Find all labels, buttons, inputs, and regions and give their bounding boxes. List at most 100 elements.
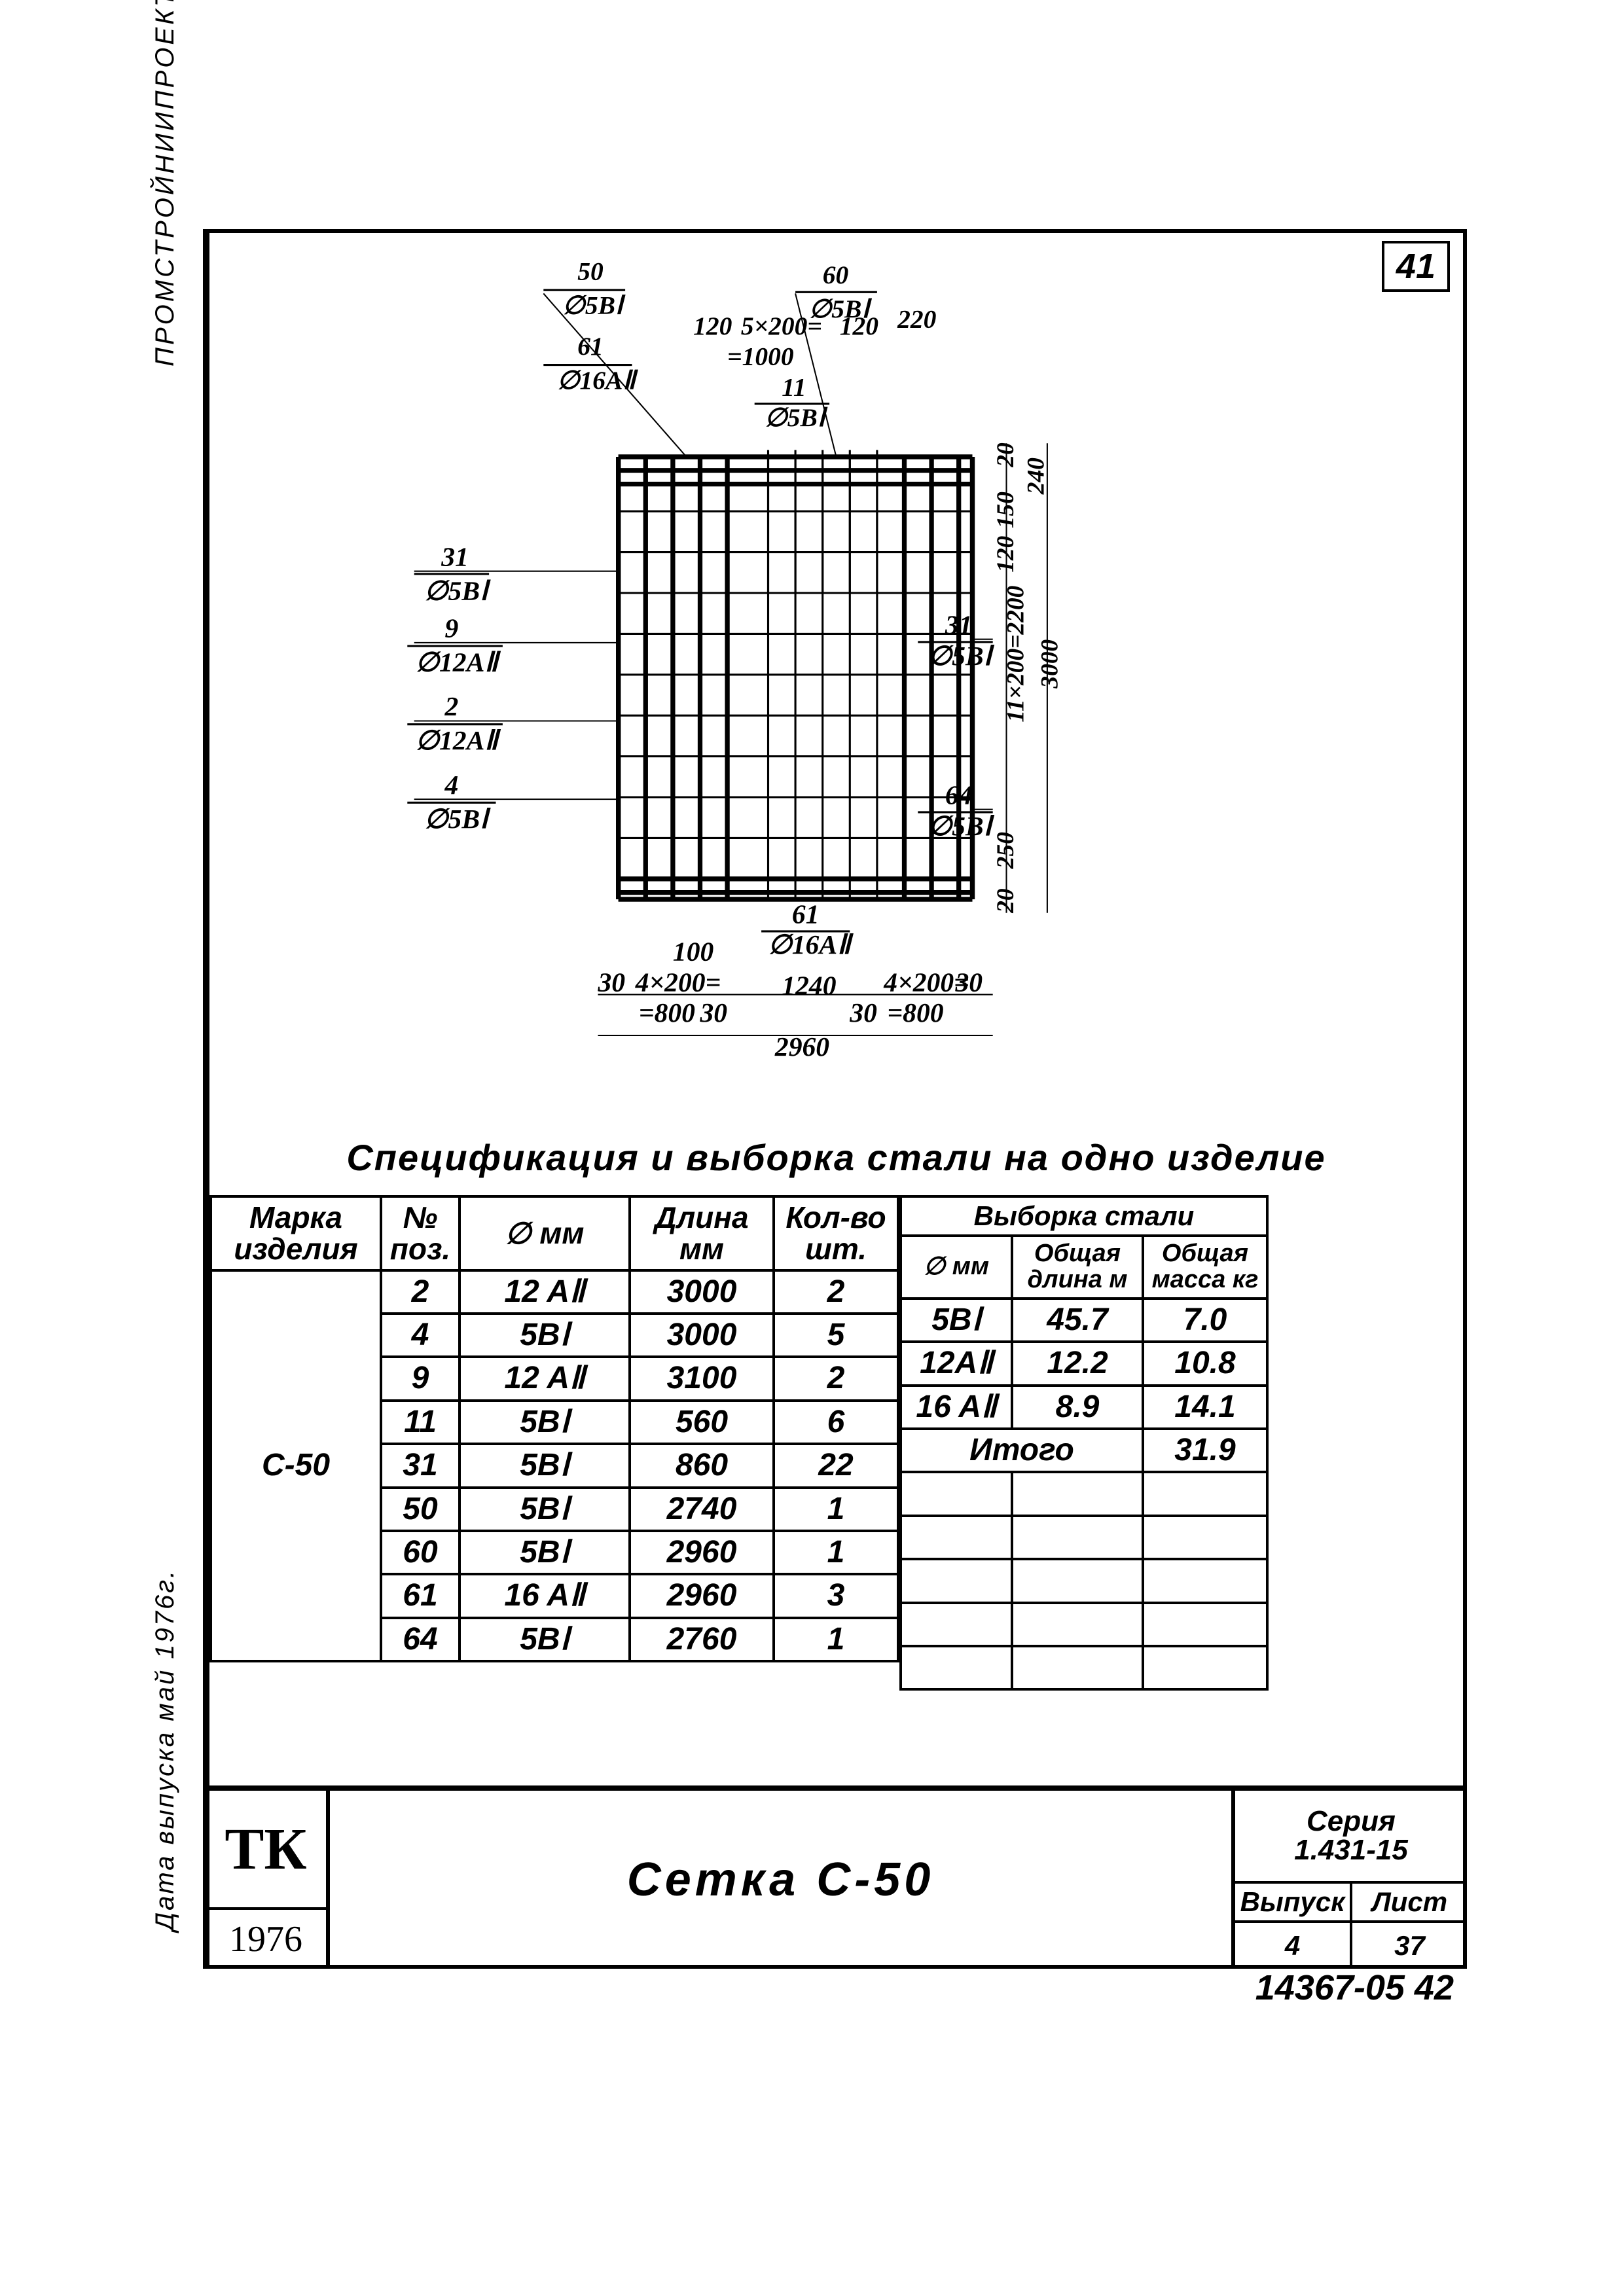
tk-year: 1976 xyxy=(206,1910,326,1969)
table-cell: 5 xyxy=(774,1314,898,1357)
sheet-value: 37 xyxy=(1352,1923,1467,1969)
svg-text:64: 64 xyxy=(945,780,973,810)
outer-frame: 41 50∅5BⅠ61∅16AⅡ60∅5BⅠ1205×200=120=10001… xyxy=(203,229,1467,1969)
steel-col-dlina: Общая длина м xyxy=(1012,1236,1143,1299)
svg-text:4×200=: 4×200= xyxy=(635,967,721,997)
table-cell: 5BⅠ xyxy=(460,1401,630,1444)
table-cell: 14.1 xyxy=(1143,1386,1267,1429)
svg-text:31: 31 xyxy=(945,609,973,639)
table-cell: 61 xyxy=(381,1574,460,1617)
table-cell: 5BⅠ xyxy=(901,1299,1012,1342)
total-label: Итого xyxy=(901,1429,1143,1472)
table-cell: 8.9 xyxy=(1012,1386,1143,1429)
empty-cell xyxy=(1143,1559,1267,1602)
table-cell: 6 xyxy=(774,1401,898,1444)
table-cell: 12 AⅡ xyxy=(460,1357,630,1400)
table-cell: 16 AⅡ xyxy=(901,1386,1012,1429)
diagram-svg: 50∅5BⅠ61∅16AⅡ60∅5BⅠ1205×200=120=100011∅5… xyxy=(288,253,1384,1103)
col-phi: ∅ мм xyxy=(460,1196,630,1270)
svg-text:2960: 2960 xyxy=(774,1031,829,1062)
table-cell: 11 xyxy=(381,1401,460,1444)
table-cell: 5BⅠ xyxy=(460,1444,630,1487)
svg-text:=1000: =1000 xyxy=(727,342,794,371)
table-cell: 12AⅡ xyxy=(901,1342,1012,1385)
svg-text:=800: =800 xyxy=(888,997,944,1028)
table-cell: 860 xyxy=(630,1444,774,1487)
empty-cell xyxy=(1012,1646,1143,1689)
svg-text:=800: =800 xyxy=(639,997,695,1028)
table-cell: 50 xyxy=(381,1488,460,1531)
table-cell: 3100 xyxy=(630,1357,774,1400)
empty-cell xyxy=(1012,1472,1143,1515)
svg-text:∅5BⅠ: ∅5BⅠ xyxy=(424,804,491,834)
table-cell: 2740 xyxy=(630,1488,774,1531)
steel-selection-table: Выборка стали ∅ мм Общая длина м Общая м… xyxy=(899,1195,1269,1691)
issue-value: 4 xyxy=(1235,1923,1352,1969)
svg-text:∅12AⅡ: ∅12AⅡ xyxy=(416,725,501,755)
footer-code: 14367-05 42 xyxy=(1255,1967,1454,2008)
table-cell: 2 xyxy=(774,1270,898,1314)
svg-text:2: 2 xyxy=(444,691,459,721)
drawing-title: Сетка С-50 xyxy=(330,1791,1231,1969)
svg-text:∅5BⅠ: ∅5BⅠ xyxy=(562,291,626,320)
empty-cell xyxy=(901,1559,1012,1602)
svg-text:150: 150 xyxy=(992,492,1019,528)
svg-text:31: 31 xyxy=(441,541,469,571)
svg-text:9: 9 xyxy=(445,613,459,643)
svg-text:11×200=2200: 11×200=2200 xyxy=(1003,585,1030,722)
svg-text:61: 61 xyxy=(577,332,604,361)
table-cell: 2960 xyxy=(630,1531,774,1574)
svg-text:30: 30 xyxy=(598,967,626,997)
title-block: ТК 1976 Сетка С-50 Серия 1.431-15 Выпуск… xyxy=(206,1785,1467,1969)
tb-right: Серия 1.431-15 Выпуск Лист 4 37 xyxy=(1231,1791,1467,1969)
tables-row: Марка изделия № поз. ∅ мм Длина мм Кол-в… xyxy=(209,1195,1463,1691)
empty-cell xyxy=(1012,1559,1143,1602)
table-cell: 7.0 xyxy=(1143,1299,1267,1342)
empty-cell xyxy=(1012,1516,1143,1559)
side-label-top: ПРОМСТРОЙНИИПРОЕКТ xyxy=(151,0,180,367)
svg-text:4: 4 xyxy=(444,770,459,800)
svg-text:120: 120 xyxy=(992,535,1019,572)
col-kolvo: Кол-во шт. xyxy=(774,1196,898,1270)
svg-text:∅16AⅡ: ∅16AⅡ xyxy=(768,929,854,960)
table-cell: 16 AⅡ xyxy=(460,1574,630,1617)
svg-text:∅5BⅠ: ∅5BⅠ xyxy=(928,641,995,671)
tk-label: ТК xyxy=(206,1791,326,1910)
series-value: 1.431-15 xyxy=(1294,1836,1408,1865)
table-cell: 12 AⅡ xyxy=(460,1270,630,1314)
total-value: 31.9 xyxy=(1143,1429,1267,1472)
table-cell: 4 xyxy=(381,1314,460,1357)
steel-group-header: Выборка стали xyxy=(901,1196,1267,1236)
table-cell: 5BⅠ xyxy=(460,1314,630,1357)
empty-cell xyxy=(901,1472,1012,1515)
svg-text:3000: 3000 xyxy=(1037,639,1064,689)
table-cell: 5BⅠ xyxy=(460,1531,630,1574)
issue-label: Выпуск xyxy=(1235,1884,1352,1920)
table-cell: 2 xyxy=(381,1270,460,1314)
svg-text:61: 61 xyxy=(792,899,820,929)
svg-text:250: 250 xyxy=(992,832,1019,869)
spec-title: Спецификация и выборка стали на одно изд… xyxy=(209,1136,1463,1179)
svg-text:∅5BⅠ: ∅5BⅠ xyxy=(424,575,491,605)
col-marka: Марка изделия xyxy=(211,1196,381,1270)
svg-text:∅16AⅡ: ∅16AⅡ xyxy=(557,366,638,395)
empty-cell xyxy=(901,1603,1012,1646)
empty-cell xyxy=(1143,1472,1267,1515)
empty-cell xyxy=(1143,1603,1267,1646)
series-label: Серия xyxy=(1307,1807,1396,1836)
empty-cell xyxy=(901,1646,1012,1689)
tb-left: ТК 1976 xyxy=(206,1791,330,1969)
table-cell: 1 xyxy=(774,1618,898,1661)
table-cell: 12.2 xyxy=(1012,1342,1143,1385)
table-cell: 3000 xyxy=(630,1314,774,1357)
table-cell: 5BⅠ xyxy=(460,1488,630,1531)
table-cell: 2 xyxy=(774,1357,898,1400)
svg-text:11: 11 xyxy=(782,372,806,401)
table-cell: 2960 xyxy=(630,1574,774,1617)
empty-cell xyxy=(1143,1516,1267,1559)
page-number: 41 xyxy=(1382,241,1450,292)
table-cell: 64 xyxy=(381,1618,460,1661)
svg-text:240: 240 xyxy=(1023,457,1050,495)
steel-col-massa: Общая масса кг xyxy=(1143,1236,1267,1299)
table-cell: 1 xyxy=(774,1488,898,1531)
